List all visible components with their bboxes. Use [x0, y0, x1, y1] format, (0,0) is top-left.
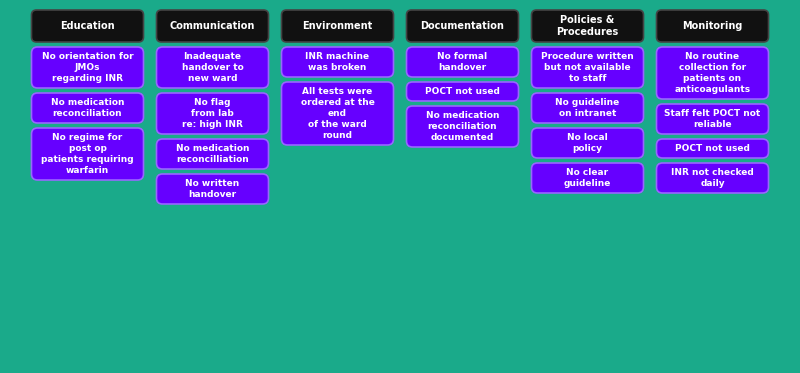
Text: No medication
reconcilliation: No medication reconcilliation: [176, 144, 250, 164]
Text: Policies &
Procedures: Policies & Procedures: [556, 15, 618, 37]
Text: No routine
collection for
patients on
anticoagulants: No routine collection for patients on an…: [674, 52, 750, 94]
FancyBboxPatch shape: [657, 104, 769, 134]
FancyBboxPatch shape: [157, 139, 269, 169]
FancyBboxPatch shape: [657, 47, 769, 99]
Text: Education: Education: [60, 21, 115, 31]
FancyBboxPatch shape: [531, 128, 643, 158]
FancyBboxPatch shape: [157, 174, 269, 204]
Text: Environment: Environment: [302, 21, 373, 31]
FancyBboxPatch shape: [282, 47, 394, 77]
Text: Inadequate
handover to
new ward: Inadequate handover to new ward: [182, 52, 243, 83]
FancyBboxPatch shape: [657, 139, 769, 158]
FancyBboxPatch shape: [157, 47, 269, 88]
Text: Monitoring: Monitoring: [682, 21, 742, 31]
FancyBboxPatch shape: [657, 163, 769, 193]
Text: Staff felt POCT not
reliable: Staff felt POCT not reliable: [664, 109, 761, 129]
Text: No orientation for
JMOs
regarding INR: No orientation for JMOs regarding INR: [42, 52, 134, 83]
Text: Procedure written
but not available
to staff: Procedure written but not available to s…: [541, 52, 634, 83]
FancyBboxPatch shape: [31, 47, 143, 88]
FancyBboxPatch shape: [157, 93, 269, 134]
Text: No formal
handover: No formal handover: [438, 52, 487, 72]
Text: No medication
reconciliation
documented: No medication reconciliation documented: [426, 111, 499, 142]
FancyBboxPatch shape: [31, 93, 143, 123]
FancyBboxPatch shape: [531, 93, 643, 123]
Text: No local
policy: No local policy: [567, 133, 608, 153]
FancyBboxPatch shape: [282, 10, 394, 42]
FancyBboxPatch shape: [531, 163, 643, 193]
FancyBboxPatch shape: [157, 10, 269, 42]
FancyBboxPatch shape: [406, 82, 518, 101]
Text: All tests were
ordered at the
end
of the ward
round: All tests were ordered at the end of the…: [301, 87, 374, 140]
FancyBboxPatch shape: [282, 82, 394, 145]
FancyBboxPatch shape: [31, 128, 143, 180]
Text: No clear
guideline: No clear guideline: [564, 168, 611, 188]
Text: INR machine
was broken: INR machine was broken: [306, 52, 370, 72]
FancyBboxPatch shape: [406, 47, 518, 77]
FancyBboxPatch shape: [657, 10, 769, 42]
FancyBboxPatch shape: [531, 10, 643, 42]
Text: Communication: Communication: [170, 21, 255, 31]
Text: No medication
reconciliation: No medication reconciliation: [50, 98, 124, 118]
FancyBboxPatch shape: [531, 47, 643, 88]
Text: INR not checked
daily: INR not checked daily: [671, 168, 754, 188]
FancyBboxPatch shape: [406, 106, 518, 147]
Text: No flag
from lab
re: high INR: No flag from lab re: high INR: [182, 98, 243, 129]
Text: No guideline
on intranet: No guideline on intranet: [555, 98, 620, 118]
Text: No regime for
post op
patients requiring
warfarin: No regime for post op patients requiring…: [41, 133, 134, 175]
Text: POCT not used: POCT not used: [425, 87, 500, 96]
Text: POCT not used: POCT not used: [675, 144, 750, 153]
Text: Documentation: Documentation: [421, 21, 505, 31]
FancyBboxPatch shape: [406, 10, 518, 42]
FancyBboxPatch shape: [31, 10, 143, 42]
Text: No written
handover: No written handover: [186, 179, 240, 199]
